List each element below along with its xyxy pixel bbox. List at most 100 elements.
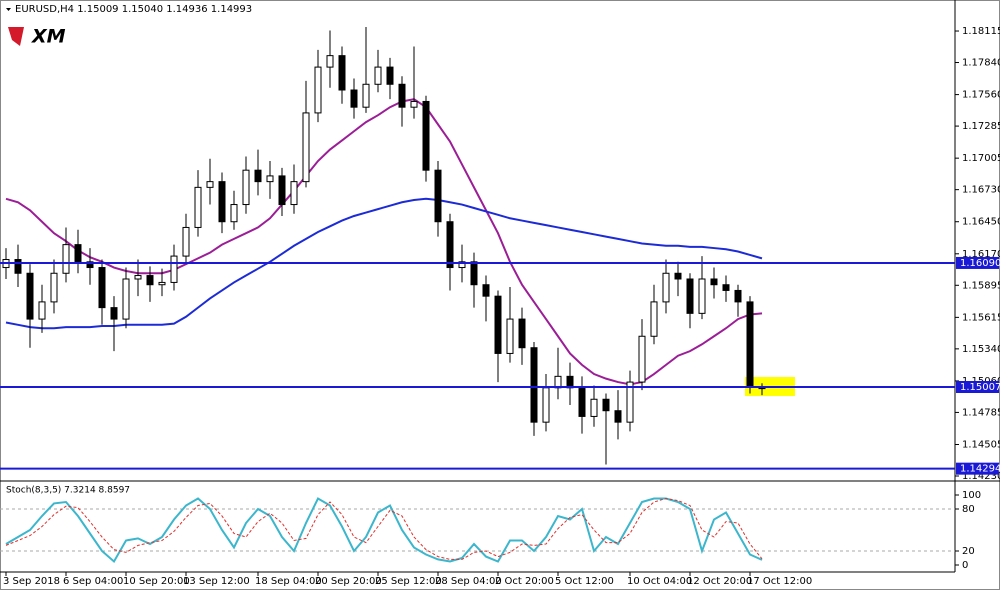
candle-body xyxy=(206,181,214,188)
x-tick-label: 25 Sep 12:00 xyxy=(375,576,442,587)
candle-body xyxy=(638,335,646,383)
candle-body xyxy=(218,181,226,223)
x-tick-label: 17 Oct 12:00 xyxy=(747,576,812,587)
candle-body xyxy=(290,181,298,206)
candle-body xyxy=(134,275,142,280)
candle-body xyxy=(446,221,454,269)
menu-arrow[interactable] xyxy=(6,8,11,11)
level-label-bg xyxy=(956,380,999,393)
candle-body xyxy=(278,175,286,206)
y-tick-label: 1.16170 xyxy=(962,249,1000,260)
candle-body xyxy=(302,112,310,183)
y-tick-label: 1.16450 xyxy=(962,217,1000,228)
y-tick-label: 1.14230 xyxy=(962,471,1000,482)
candle-body xyxy=(74,244,82,263)
indicator-line xyxy=(5,197,763,330)
candle-body xyxy=(494,295,502,354)
candle-body xyxy=(470,261,478,286)
candle-body xyxy=(122,278,130,320)
indicator-line xyxy=(5,497,763,564)
candle-body xyxy=(314,66,322,114)
candle-body xyxy=(746,301,754,388)
level-label-bg xyxy=(956,256,999,269)
candle-body xyxy=(698,278,706,314)
candle-body xyxy=(686,278,694,314)
stoch-tick-label: 20 xyxy=(962,546,975,557)
level-label-bg xyxy=(956,462,999,475)
candle-body xyxy=(98,267,106,309)
y-tick-label: 1.17285 xyxy=(962,121,1000,132)
candle-body xyxy=(410,100,418,108)
y-tick-label: 1.17005 xyxy=(962,153,1000,164)
stoch-tick-label: 100 xyxy=(962,490,981,501)
candle-body xyxy=(146,275,154,286)
candle-body xyxy=(38,301,46,320)
candle-body xyxy=(602,398,610,412)
candle-body xyxy=(350,89,358,108)
indicator-line xyxy=(5,497,763,560)
candle-body xyxy=(542,387,550,423)
x-tick-label: 5 Oct 12:00 xyxy=(555,576,614,587)
x-tick-label: 18 Sep 04:00 xyxy=(255,576,322,587)
candle-body xyxy=(398,83,406,108)
y-tick-label: 1.15615 xyxy=(962,312,1000,323)
stoch-tick-label: 80 xyxy=(962,504,975,515)
y-tick-label: 1.18115 xyxy=(962,26,1000,37)
x-tick-label: 10 Sep 20:00 xyxy=(123,576,190,587)
level-label: 1.16090 xyxy=(960,258,1000,269)
candle-body xyxy=(614,410,622,423)
x-tick-label: 13 Sep 12:00 xyxy=(183,576,250,587)
candle-body xyxy=(326,55,334,68)
candle-body xyxy=(110,307,118,320)
stoch-title: Stoch(8,3,5) 7.3214 8.8597 xyxy=(6,486,130,496)
candle-body xyxy=(650,301,658,337)
level-label: 1.15007 xyxy=(960,382,1000,393)
candle-body xyxy=(530,347,538,423)
candle-body xyxy=(422,100,430,171)
candle-body xyxy=(194,186,202,228)
candle-body xyxy=(578,387,586,417)
candle-body xyxy=(518,318,526,349)
candle-body xyxy=(14,259,22,274)
candle-body xyxy=(86,261,94,269)
candle-body xyxy=(266,175,274,183)
candle-body xyxy=(254,169,262,183)
chart-title: EURUSD,H4 1.15009 1.15040 1.14936 1.1499… xyxy=(15,4,252,15)
candle-body xyxy=(458,261,466,269)
indicator-line xyxy=(5,98,763,386)
x-tick-label: 2 Oct 20:00 xyxy=(495,576,554,587)
candle-body xyxy=(482,284,490,297)
candle-body xyxy=(230,204,238,223)
candle-body xyxy=(362,83,370,108)
candle-body xyxy=(338,55,346,91)
logo: XM xyxy=(31,26,66,48)
y-tick-label: 1.15340 xyxy=(962,344,1000,355)
candle-body xyxy=(722,284,730,291)
x-tick-label: 10 Oct 04:00 xyxy=(627,576,692,587)
candle-body xyxy=(506,318,514,354)
y-tick-label: 1.17560 xyxy=(962,90,1000,101)
y-tick-label: 1.15895 xyxy=(962,280,1000,291)
candle-body xyxy=(182,226,190,257)
candle-body xyxy=(374,66,382,85)
y-tick-label: 1.17840 xyxy=(962,58,1000,69)
x-tick-label: 3 Sep 2018 xyxy=(3,576,60,587)
y-tick-label: 1.14785 xyxy=(962,407,1000,418)
x-tick-label: 20 Sep 20:00 xyxy=(315,576,382,587)
candle-body xyxy=(710,278,718,286)
candle-body xyxy=(26,272,34,320)
stoch-tick-label: 0 xyxy=(962,560,968,571)
candle-body xyxy=(242,169,250,206)
logo-mark xyxy=(8,27,24,46)
candle-body xyxy=(62,244,70,274)
candle-body xyxy=(158,281,166,286)
candle-body xyxy=(734,289,742,303)
candle-body xyxy=(50,272,58,303)
candle-body xyxy=(662,272,670,303)
y-tick-label: 1.16730 xyxy=(962,185,1000,196)
candle-body xyxy=(434,169,442,223)
level-label: 1.14294 xyxy=(960,464,1000,475)
x-tick-label: 12 Oct 20:00 xyxy=(687,576,752,587)
x-tick-label: 6 Sep 04:00 xyxy=(63,576,123,587)
